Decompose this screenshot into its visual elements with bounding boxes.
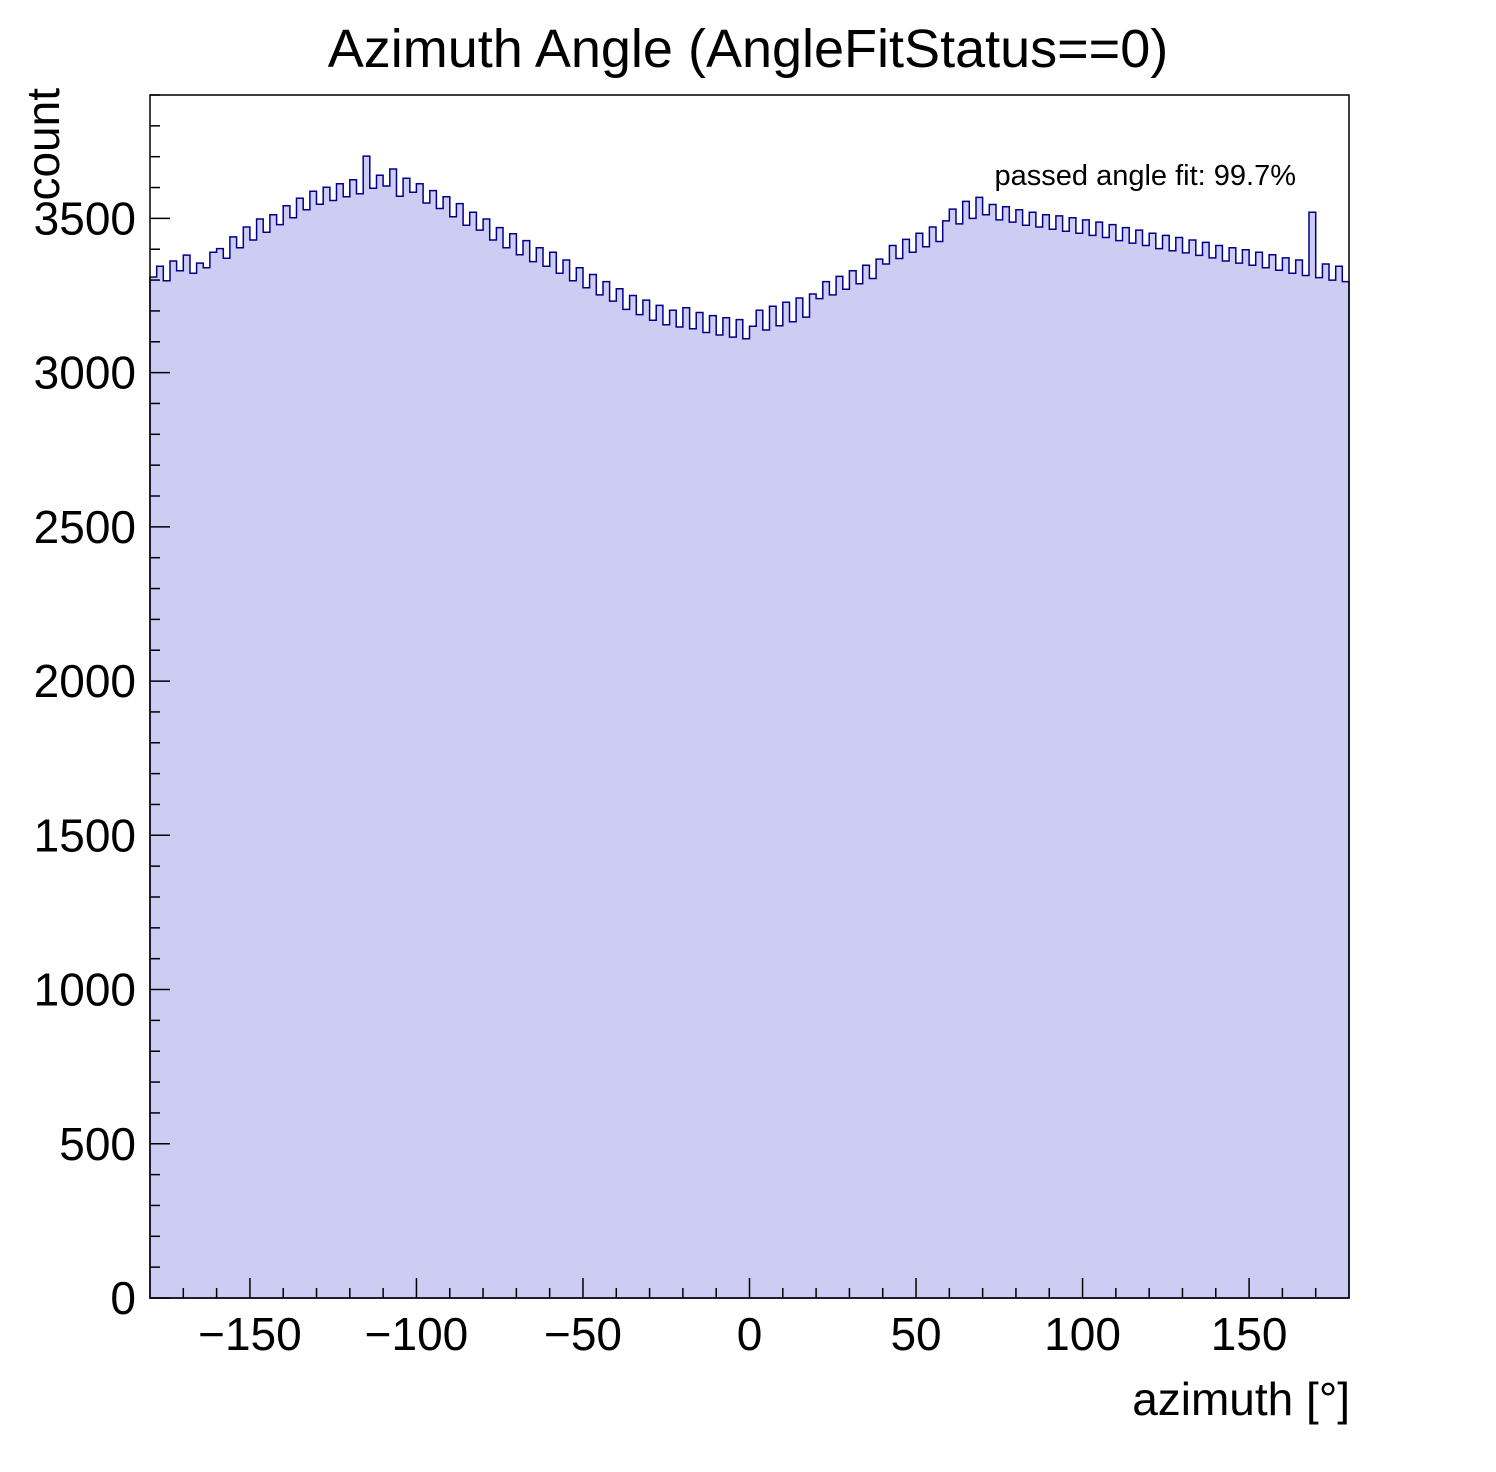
y-tick-label: 500 [59, 1118, 136, 1170]
x-tick-label: −150 [198, 1308, 302, 1360]
histogram-series [149, 155, 1350, 1299]
x-tick-label: 50 [890, 1308, 941, 1360]
chart-title: Azimuth Angle (AngleFitStatus==0) [327, 19, 1169, 79]
x-tick-label: −100 [365, 1308, 469, 1360]
x-tick-label: −50 [544, 1308, 622, 1360]
passed-fit-annotation: passed angle fit: 99.7% [994, 160, 1296, 192]
x-tick-label: 150 [1211, 1308, 1288, 1360]
y-tick-label: 3000 [34, 347, 136, 399]
y-tick-label: 3500 [34, 192, 136, 244]
x-tick-label: 100 [1044, 1308, 1121, 1360]
x-tick-label: 0 [737, 1308, 763, 1360]
y-tick-label: 0 [110, 1272, 136, 1324]
y-tick-label: 2000 [34, 655, 136, 707]
y-tick-label: 1500 [34, 809, 136, 861]
x-axis-title: azimuth [°] [1132, 1373, 1350, 1425]
y-tick-label: 2500 [34, 501, 136, 553]
y-tick-label: 1000 [34, 964, 136, 1016]
